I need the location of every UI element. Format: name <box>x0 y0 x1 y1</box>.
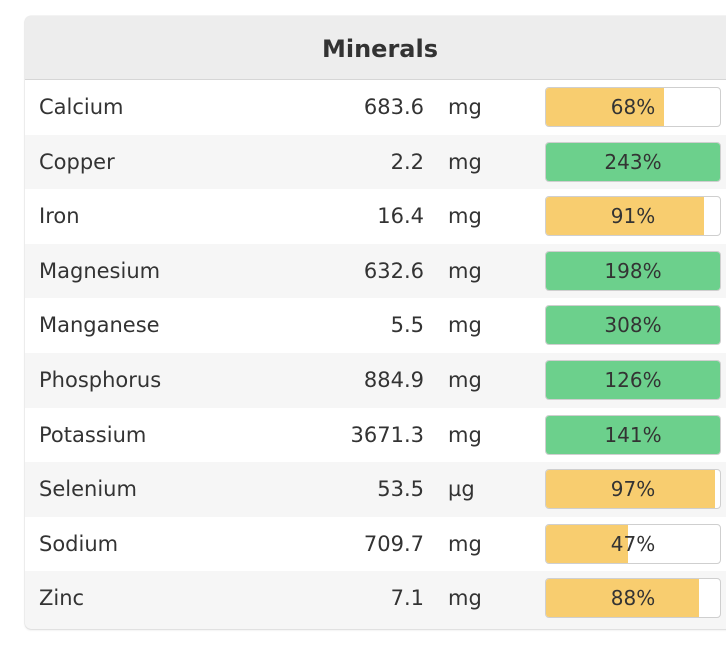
nutrient-unit: mg <box>448 149 482 174</box>
nutrient-amount: 709.7 <box>363 531 424 556</box>
nutrient-row: Magnesium 632.6 mg 198% <box>25 243 726 299</box>
percent-bar-fill <box>546 415 720 454</box>
percent-label: 47% <box>610 531 656 556</box>
nutrient-row: Phosphorus 884.9 mg 126% <box>25 352 726 408</box>
nutrient-name: Sodium <box>39 531 119 556</box>
nutrient-row: Zinc 7.1 mg 88% <box>25 571 726 626</box>
minerals-panel: Minerals Calcium 683.6 mg 68% Copper 2.2 mg 243… <box>25 16 726 629</box>
nutrient-row: Iron 16.4 mg 91% <box>25 189 726 244</box>
nutrient-row: Calcium 683.6 mg 68% <box>25 80 726 135</box>
percent-bar: 308% <box>545 305 721 346</box>
minerals-list: Calcium 683.6 mg 68% Copper 2.2 mg 243% Iron 16.4… <box>25 80 726 626</box>
percent-bar: 47% <box>545 523 721 564</box>
nutrient-unit: µg <box>448 477 475 502</box>
percent-bar-fill <box>546 470 715 509</box>
nutrient-name: Zinc <box>39 586 85 611</box>
panel-header: Minerals <box>25 16 726 80</box>
percent-bar: 141% <box>545 414 721 455</box>
nutrient-unit: mg <box>448 313 482 338</box>
percent-label: 141% <box>604 422 662 447</box>
nutrient-name: Copper <box>39 149 115 174</box>
nutrient-row: Potassium 3671.3 mg 141% <box>25 407 726 463</box>
percent-label: 308% <box>604 313 662 338</box>
nutrient-unit: mg <box>448 531 482 556</box>
percent-label: 88% <box>610 586 656 611</box>
nutrient-amount: 16.4 <box>377 204 424 229</box>
nutrient-name: Calcium <box>39 95 124 119</box>
nutrient-amount: 53.5 <box>377 477 424 502</box>
percent-bar: 243% <box>545 141 721 182</box>
percent-bar-fill <box>546 251 720 290</box>
percent-bar-fill <box>546 579 700 618</box>
nutrient-amount: 7.1 <box>390 586 424 611</box>
percent-bar: 91% <box>545 196 721 237</box>
panel-title: Minerals <box>321 35 438 63</box>
percent-bar: 68% <box>545 87 721 127</box>
nutrient-name: Potassium <box>39 422 147 447</box>
nutrient-amount: 3671.3 <box>350 422 424 447</box>
nutrient-name: Selenium <box>39 477 137 502</box>
percent-bar: 88% <box>545 578 721 619</box>
nutrient-row: Sodium 709.7 mg 47% <box>25 516 726 572</box>
nutrient-unit: mg <box>448 422 482 447</box>
percent-label: 68% <box>610 95 656 119</box>
percent-bar: 126% <box>545 359 721 400</box>
percent-label: 198% <box>604 258 662 283</box>
percent-bar-fill <box>546 197 705 236</box>
percent-bar-fill <box>546 360 720 399</box>
percent-bar: 198% <box>545 250 721 291</box>
nutrient-name: Manganese <box>39 313 160 338</box>
nutrient-unit: mg <box>448 204 482 229</box>
nutrient-name: Iron <box>39 204 80 229</box>
nutrient-unit: mg <box>448 95 482 119</box>
percent-bar-fill <box>546 88 665 126</box>
nutrient-row: Copper 2.2 mg 243% <box>25 134 726 190</box>
nutrient-amount: 884.9 <box>363 367 424 392</box>
percent-bar-fill <box>546 306 720 345</box>
nutrient-unit: mg <box>448 258 482 283</box>
percent-label: 243% <box>604 149 662 174</box>
nutrient-row: Manganese 5.5 mg 308% <box>25 298 726 353</box>
percent-bar: 97% <box>545 469 721 510</box>
nutrient-unit: mg <box>448 367 482 392</box>
nutrient-amount: 683.6 <box>363 95 424 119</box>
nutrient-unit: mg <box>448 586 482 611</box>
nutrient-name: Phosphorus <box>39 367 162 392</box>
nutrient-name: Magnesium <box>39 258 161 283</box>
percent-label: 126% <box>604 367 662 392</box>
percent-bar-fill <box>546 524 628 563</box>
percent-label: 91% <box>610 204 656 229</box>
nutrient-amount: 632.6 <box>363 258 424 283</box>
nutrient-row: Selenium 53.5 µg 97% <box>25 462 726 517</box>
nutrient-amount: 5.5 <box>390 313 424 338</box>
percent-bar-fill <box>546 142 720 181</box>
percent-label: 97% <box>610 477 656 502</box>
nutrient-amount: 2.2 <box>390 149 424 174</box>
